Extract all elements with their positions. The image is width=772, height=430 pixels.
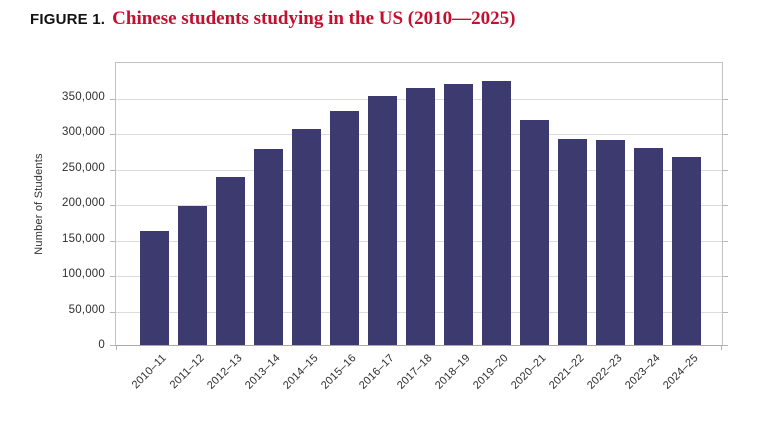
axis-tick xyxy=(110,345,115,346)
axis-tick xyxy=(116,346,117,350)
bar xyxy=(596,140,625,345)
axis-tick xyxy=(110,205,115,206)
y-tick-label: 0 xyxy=(98,339,105,351)
x-tick-label: 2012–13 xyxy=(205,352,245,392)
axis-tick xyxy=(723,170,728,171)
bar xyxy=(216,177,245,345)
x-tick-label: 2022–23 xyxy=(585,352,625,392)
bar xyxy=(292,129,321,345)
x-tick-label: 2019–20 xyxy=(471,352,511,392)
axis-tick xyxy=(723,134,728,135)
x-tick-label: 2023–24 xyxy=(623,352,663,392)
axis-tick xyxy=(110,312,115,313)
bar xyxy=(558,139,587,345)
axis-tick xyxy=(110,134,115,135)
bar xyxy=(634,148,663,345)
figure-title: FIGURE 1. Chinese students studying in t… xyxy=(30,8,515,30)
axis-tick xyxy=(110,99,115,100)
x-tick-label: 2017–18 xyxy=(395,352,435,392)
bar xyxy=(672,157,701,345)
x-tick-label: 2020–21 xyxy=(509,352,549,392)
axis-tick xyxy=(110,170,115,171)
y-tick-label: 50,000 xyxy=(68,304,105,316)
axis-tick xyxy=(723,276,728,277)
x-tick-label: 2016–17 xyxy=(357,352,397,392)
bar xyxy=(520,120,549,345)
figure-heading: Chinese students studying in the US (201… xyxy=(112,8,516,29)
bar xyxy=(368,96,397,345)
x-tick-label: 2018–19 xyxy=(433,352,473,392)
bar xyxy=(330,111,359,345)
axis-tick xyxy=(723,241,728,242)
y-tick-label: 300,000 xyxy=(62,126,105,138)
bar xyxy=(444,84,473,345)
bar xyxy=(178,206,207,345)
bar xyxy=(254,149,283,345)
x-tick-label: 2021–22 xyxy=(547,352,587,392)
x-tick-label: 2024–25 xyxy=(661,352,701,392)
bar xyxy=(482,81,511,345)
axis-tick xyxy=(721,346,722,350)
y-tick-label: 150,000 xyxy=(62,233,105,245)
y-tick-label: 100,000 xyxy=(62,268,105,280)
bar xyxy=(140,231,169,345)
bar xyxy=(406,88,435,345)
axis-tick xyxy=(723,99,728,100)
x-tick-label: 2015–16 xyxy=(319,352,359,392)
x-tick-label: 2013–14 xyxy=(243,352,283,392)
axis-tick xyxy=(723,312,728,313)
y-tick-label: 350,000 xyxy=(62,91,105,103)
y-tick-label: 200,000 xyxy=(62,197,105,209)
x-tick-label: 2011–12 xyxy=(167,352,207,392)
x-tick-label: 2014–15 xyxy=(281,352,321,392)
plot-area xyxy=(110,62,728,350)
y-tick-label: 250,000 xyxy=(62,162,105,174)
axis-tick xyxy=(110,241,115,242)
x-tick-label: 2010–11 xyxy=(129,352,169,392)
figure-label: FIGURE 1. xyxy=(30,11,106,28)
axis-tick xyxy=(110,276,115,277)
axis-tick xyxy=(723,345,728,346)
axis-tick xyxy=(723,205,728,206)
